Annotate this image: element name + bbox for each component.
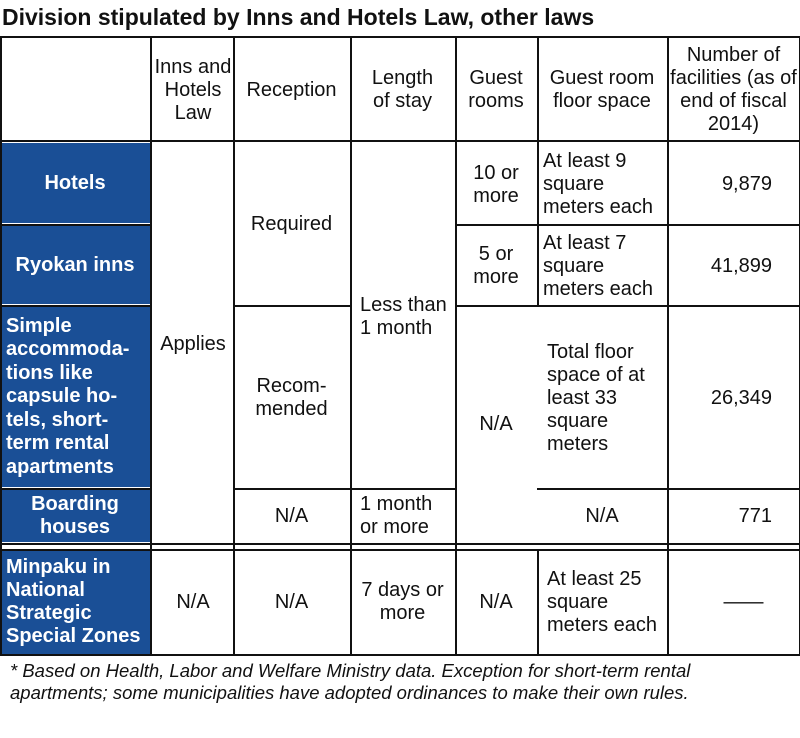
cell-less-than-month: Less than 1 month	[360, 293, 447, 339]
grid-line	[233, 36, 235, 656]
boarding-count: 771	[738, 504, 772, 527]
row-label-ryokan: Ryokan inns	[0, 226, 150, 304]
simple-floor: Total floor space of at least 33 square …	[547, 340, 645, 455]
grid-line	[798, 36, 800, 656]
minpaku-count: ——	[723, 590, 764, 613]
simple-rooms: N/A	[479, 412, 513, 435]
footnote: * Based on Health, Labor and Welfare Min…	[10, 660, 691, 703]
grid-line	[233, 305, 350, 307]
header-length-of-stay: Length of stay	[371, 67, 434, 112]
row-label-hotels: Hotels	[0, 143, 150, 223]
hotels-rooms: 10 or more	[473, 161, 519, 207]
header-floor-space: Guest room floor space	[549, 67, 655, 112]
grid-line	[233, 488, 455, 490]
grid-line	[0, 140, 800, 142]
boarding-length: 1 month or more	[360, 493, 433, 538]
grid-line	[0, 488, 150, 490]
ryokan-count: 41,899	[710, 254, 772, 277]
grid-line	[537, 550, 539, 656]
table	[0, 36, 800, 656]
minpaku-length: 7 days or more	[361, 579, 444, 624]
boarding-floor: N/A	[585, 504, 619, 527]
grid-line	[350, 36, 352, 656]
ryokan-floor: At least 7 square meters each	[543, 231, 654, 300]
hotels-count: 9,879	[721, 173, 772, 195]
minpaku-law: N/A	[176, 590, 210, 613]
header-inns-law: Inns and Hotels Law	[154, 55, 232, 124]
grid-line	[0, 224, 150, 226]
simple-reception: Recom-mended	[255, 375, 328, 420]
grid-line	[537, 488, 800, 490]
grid-line	[150, 36, 152, 656]
row-label-boarding: Boarding houses	[0, 490, 150, 542]
header-reception: Reception	[246, 78, 337, 101]
cell-required: Required	[250, 213, 333, 235]
minpaku-rooms: N/A	[479, 590, 513, 613]
grid-line	[455, 305, 800, 307]
simple-count: 26,349	[710, 386, 772, 409]
grid-line	[537, 140, 539, 306]
grid-line	[0, 543, 800, 545]
row-label-minpaku: Minpaku in National Strategic Special Zo…	[0, 550, 150, 654]
grid-line	[537, 36, 539, 140]
grid-line	[667, 36, 669, 656]
minpaku-reception: N/A	[274, 590, 309, 613]
grid-line	[0, 305, 150, 307]
minpaku-floor: At least 25 square meters each	[547, 567, 658, 636]
grid-line	[0, 549, 800, 551]
hotels-floor: At least 9 square meters each	[543, 150, 654, 218]
boarding-reception: N/A	[274, 504, 309, 527]
header-facilities: Number of facilities (as of end of fisca…	[670, 44, 797, 135]
grid-line	[0, 36, 2, 656]
grid-line	[455, 36, 457, 656]
header-guest-rooms: Guest rooms	[468, 67, 524, 112]
cell-applies: Applies	[160, 332, 226, 355]
grid-line	[455, 224, 800, 226]
row-label-simple: Simple accommoda-tions like capsule ho-t…	[0, 307, 150, 487]
page-title: Division stipulated by Inns and Hotels L…	[2, 4, 595, 30]
ryokan-rooms: 5 or more	[473, 243, 519, 288]
